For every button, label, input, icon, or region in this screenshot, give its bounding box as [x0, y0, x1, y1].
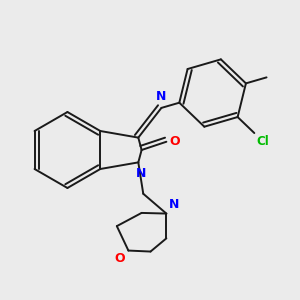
- Text: N: N: [156, 90, 167, 103]
- Text: N: N: [136, 167, 146, 180]
- Text: N: N: [169, 198, 179, 211]
- Text: Cl: Cl: [256, 135, 269, 148]
- Text: O: O: [115, 252, 125, 265]
- Text: O: O: [169, 135, 180, 148]
